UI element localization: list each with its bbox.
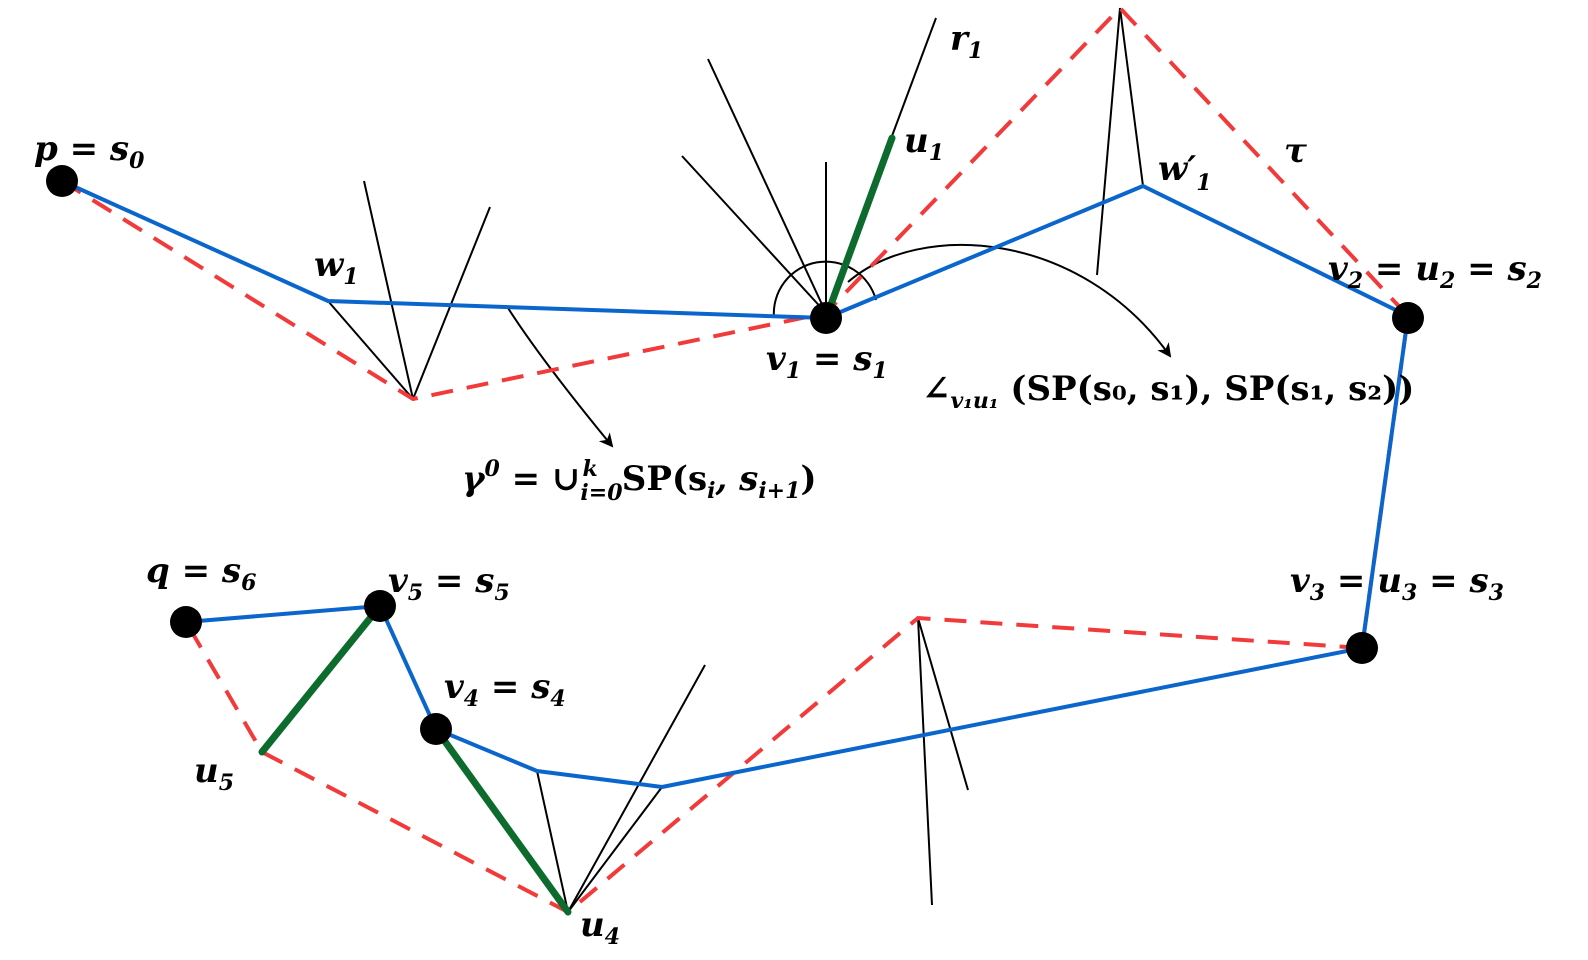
ray-u4-a — [536, 770, 569, 913]
vertex-q — [170, 606, 202, 638]
ray-mid-a — [917, 617, 969, 791]
vertex-v5 — [364, 590, 396, 622]
ray-u4-b — [567, 786, 663, 913]
ray-lines — [327, 7, 1144, 913]
green-segments — [258, 134, 896, 916]
vertex-p — [46, 165, 78, 197]
ray-w1-left — [363, 180, 414, 400]
angle-arcs — [772, 260, 877, 319]
label-u1: u1 — [904, 121, 944, 166]
vertex-v4 — [420, 713, 452, 745]
ray-mid-b — [917, 617, 933, 906]
label-angle: ∠v₁u₁ (SP(s₀, s₁), SP(s₁, s₂)) — [922, 369, 1414, 414]
label-v4: v4 = s4 — [444, 667, 566, 712]
vertex-v1 — [810, 302, 842, 334]
label-r1: r1 — [950, 19, 983, 64]
label-p: p = s0 — [34, 129, 145, 174]
label-q: q = s6 — [146, 551, 256, 596]
label-w1: w1 — [314, 245, 359, 290]
ray-tau-right — [1119, 7, 1144, 187]
segment-v1-u1 — [822, 134, 896, 322]
arrow-angle — [847, 243, 1172, 358]
segment-v4-u4 — [432, 725, 572, 916]
label-gamma: γ0 = ∪i=0k SP(si, si+1) — [462, 456, 817, 506]
label-v5: v5 = s5 — [388, 561, 510, 606]
ray-w1-right — [412, 206, 491, 400]
angle-arc-outer — [772, 260, 877, 319]
label-u5: u5 — [194, 751, 234, 796]
label-u4: u4 — [580, 905, 620, 950]
label-w1-prime: w′1 — [1158, 149, 1212, 196]
label-v1: v1 = s1 — [766, 339, 888, 384]
vertex-v3 — [1346, 632, 1378, 664]
labels: p = s0 w1 v1 = s1 u1 r1 w′1 τ v2 = u2 = … — [34, 19, 1542, 950]
ray-v1-b — [707, 58, 827, 314]
arrows — [507, 243, 1172, 448]
vertices — [46, 165, 1424, 745]
ray-w1-base — [327, 300, 414, 400]
vertex-v2 — [1392, 302, 1424, 334]
segment-v5-u5 — [258, 602, 384, 756]
ray-tau-left — [1096, 7, 1121, 276]
label-v3: v3 = u3 = s3 — [1290, 561, 1504, 606]
label-v2: v2 = u2 = s2 — [1328, 249, 1542, 294]
ray-u4-c — [567, 664, 706, 913]
label-tau: τ — [1284, 131, 1307, 171]
ray-v1-a — [681, 155, 827, 314]
arrow-gamma — [507, 307, 614, 448]
